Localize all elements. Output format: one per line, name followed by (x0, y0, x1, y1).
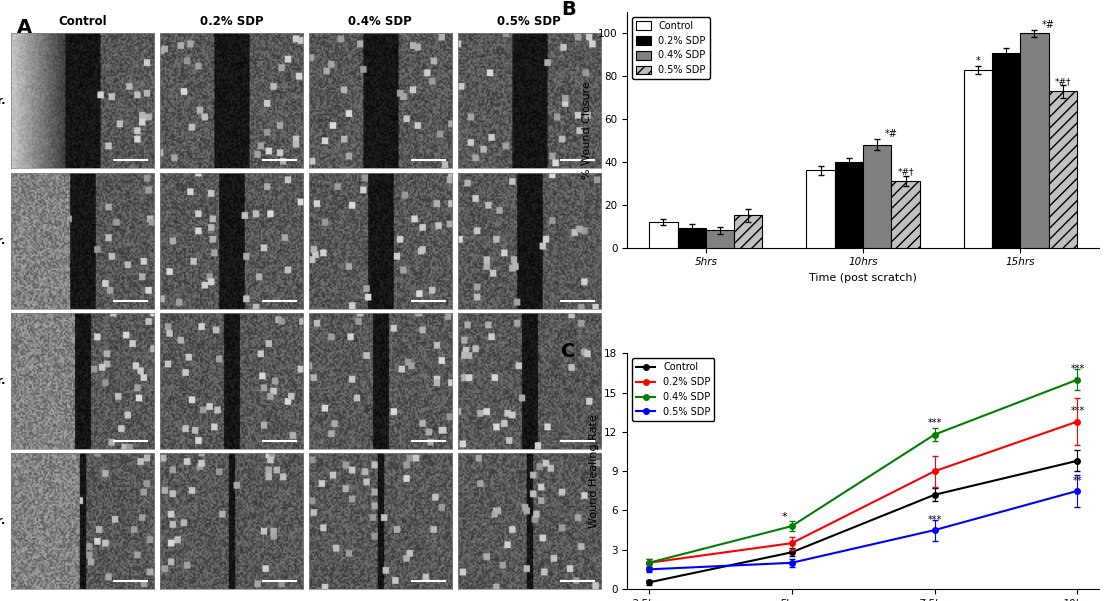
Line: 0.4% SDP: 0.4% SDP (646, 377, 1080, 566)
Text: **: ** (1072, 475, 1082, 486)
0.4% SDP (1071, 376, 1084, 383)
Text: ***: *** (927, 418, 941, 428)
Text: ***: *** (1070, 406, 1084, 416)
Line: Control: Control (646, 458, 1080, 585)
Text: *: * (976, 55, 980, 66)
Y-axis label: 0 hr.: 0 hr. (0, 96, 6, 106)
Legend: Control, 0.2% SDP, 0.4% SDP, 0.5% SDP: Control, 0.2% SDP, 0.4% SDP, 0.5% SDP (632, 358, 715, 421)
0.2% SDP (1071, 418, 1084, 425)
Text: C: C (562, 342, 576, 361)
Bar (706, 230, 734, 248)
Bar (1049, 91, 1077, 248)
0.5% SDP (785, 559, 798, 566)
Bar (677, 228, 706, 248)
Line: 0.2% SDP: 0.2% SDP (646, 419, 1080, 566)
Control (642, 579, 655, 586)
0.4% SDP (642, 559, 655, 566)
Text: ***: *** (927, 515, 941, 525)
Legend: Control, 0.2% SDP, 0.4% SDP, 0.5% SDP: Control, 0.2% SDP, 0.4% SDP, 0.5% SDP (632, 17, 709, 79)
Bar (992, 53, 1020, 248)
Text: *#†: *#† (897, 167, 914, 176)
Text: *#: *# (885, 129, 898, 139)
Bar (807, 171, 835, 248)
Text: A: A (17, 18, 32, 37)
Y-axis label: Wound Healing Rate: Wound Healing Rate (588, 414, 598, 528)
Y-axis label: 15 hr.: 15 hr. (0, 516, 6, 526)
Line: 0.5% SDP: 0.5% SDP (646, 488, 1080, 572)
Text: 0.2% SDP: 0.2% SDP (200, 15, 263, 28)
Y-axis label: % Wound Closure: % Wound Closure (583, 81, 593, 178)
0.2% SDP (642, 559, 655, 566)
0.2% SDP (785, 540, 798, 547)
Bar (649, 222, 677, 248)
Bar (864, 145, 891, 248)
0.5% SDP (1071, 487, 1084, 495)
Bar (891, 181, 920, 248)
Text: *#†: *#† (1054, 77, 1071, 86)
Control (1071, 457, 1084, 465)
0.4% SDP (785, 523, 798, 530)
Text: B: B (562, 0, 576, 19)
0.5% SDP (642, 566, 655, 573)
Y-axis label: 12 hr.: 12 hr. (0, 376, 6, 386)
Control (928, 491, 941, 498)
Bar (835, 162, 864, 248)
Text: 0.4% SDP: 0.4% SDP (349, 15, 412, 28)
Y-axis label: 10 hr.: 10 hr. (0, 236, 6, 246)
Text: 0.5% SDP: 0.5% SDP (497, 15, 561, 28)
Text: *: * (781, 512, 787, 522)
Bar (963, 70, 992, 248)
Bar (1020, 34, 1049, 248)
X-axis label: Time (post scratch): Time (post scratch) (809, 273, 917, 283)
Control (785, 549, 798, 556)
Bar (734, 215, 763, 248)
0.2% SDP (928, 468, 941, 475)
Text: *#: *# (1042, 20, 1054, 30)
0.4% SDP (928, 431, 941, 438)
Text: ***: *** (1070, 364, 1084, 374)
0.5% SDP (928, 526, 941, 534)
Text: Control: Control (59, 15, 107, 28)
